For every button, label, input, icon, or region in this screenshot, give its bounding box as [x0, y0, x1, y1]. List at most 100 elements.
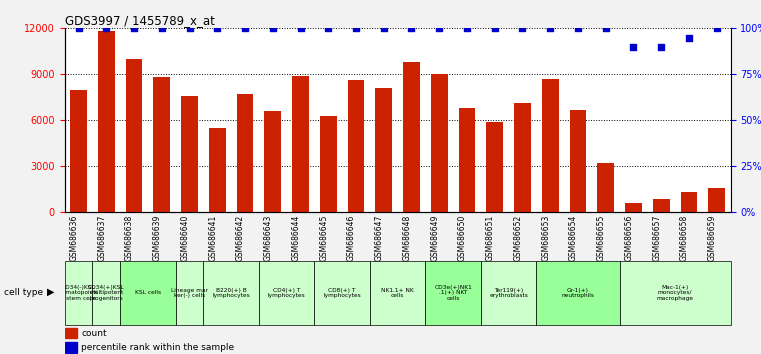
Text: CD34(+)KSL
multipotent
progenitors: CD34(+)KSL multipotent progenitors: [88, 285, 125, 301]
Bar: [92, 261, 120, 325]
Point: [489, 25, 501, 31]
Text: GSM686636: GSM686636: [69, 215, 78, 261]
Text: GSM686643: GSM686643: [264, 215, 272, 261]
Point: [183, 25, 196, 31]
Bar: [708, 188, 725, 212]
Bar: [237, 94, 253, 212]
Bar: [625, 203, 642, 212]
Bar: [65, 342, 77, 353]
Bar: [537, 261, 619, 325]
Text: CD8(+) T
lymphocytes: CD8(+) T lymphocytes: [323, 287, 361, 298]
Point: [433, 25, 445, 31]
Text: GSM686647: GSM686647: [374, 215, 384, 261]
Point: [156, 25, 168, 31]
Text: GDS3997 / 1455789_x_at: GDS3997 / 1455789_x_at: [65, 14, 215, 27]
Bar: [176, 261, 203, 325]
Bar: [570, 110, 586, 212]
Text: GSM686649: GSM686649: [430, 215, 439, 261]
Point: [655, 44, 667, 50]
Text: GSM686654: GSM686654: [569, 215, 578, 261]
Text: Lineage mar
ker(-) cells: Lineage mar ker(-) cells: [171, 287, 208, 298]
Bar: [542, 79, 559, 212]
Point: [72, 25, 84, 31]
Bar: [370, 261, 425, 325]
Bar: [203, 261, 259, 325]
Bar: [653, 199, 670, 212]
Text: GSM686650: GSM686650: [458, 215, 467, 261]
Point: [295, 25, 307, 31]
Text: B220(+) B
lymphocytes: B220(+) B lymphocytes: [212, 287, 250, 298]
Point: [322, 25, 334, 31]
Text: GSM686645: GSM686645: [320, 215, 328, 261]
Bar: [431, 74, 447, 212]
Bar: [320, 116, 336, 212]
Text: GSM686641: GSM686641: [209, 215, 218, 261]
Bar: [348, 80, 365, 212]
Bar: [181, 96, 198, 212]
Text: GSM686659: GSM686659: [708, 215, 717, 261]
Bar: [486, 122, 503, 212]
Bar: [126, 59, 142, 212]
Bar: [292, 76, 309, 212]
Text: GSM686655: GSM686655: [597, 215, 606, 261]
Point: [100, 25, 113, 31]
Bar: [98, 32, 115, 212]
Text: cell type: cell type: [4, 287, 43, 297]
Point: [406, 25, 418, 31]
Text: GSM686642: GSM686642: [236, 215, 245, 261]
Bar: [619, 261, 731, 325]
Text: ▶: ▶: [47, 287, 55, 297]
Bar: [514, 103, 531, 212]
Point: [627, 44, 639, 50]
Bar: [154, 78, 170, 212]
Bar: [259, 261, 314, 325]
Text: GSM686656: GSM686656: [625, 215, 633, 261]
Text: GSM686657: GSM686657: [652, 215, 661, 261]
Text: KSL cells: KSL cells: [135, 290, 161, 296]
Text: GSM686639: GSM686639: [153, 215, 162, 261]
Bar: [65, 261, 92, 325]
Point: [711, 25, 723, 31]
Text: GSM686652: GSM686652: [514, 215, 523, 261]
Text: GSM686637: GSM686637: [97, 215, 107, 261]
Text: GSM686640: GSM686640: [180, 215, 189, 261]
Text: GSM686651: GSM686651: [486, 215, 495, 261]
Bar: [120, 261, 176, 325]
Point: [544, 25, 556, 31]
Text: GSM686653: GSM686653: [541, 215, 550, 261]
Bar: [481, 261, 537, 325]
Point: [212, 25, 224, 31]
Point: [239, 25, 251, 31]
Text: CD34(-)KSL
hematopoieti
c stem cells: CD34(-)KSL hematopoieti c stem cells: [59, 285, 98, 301]
Point: [128, 25, 140, 31]
Bar: [459, 108, 476, 212]
Text: Ter119(+)
erythroblasts: Ter119(+) erythroblasts: [489, 287, 528, 298]
Bar: [265, 111, 281, 212]
Bar: [314, 261, 370, 325]
Bar: [209, 128, 225, 212]
Text: GSM686638: GSM686638: [125, 215, 134, 261]
Bar: [680, 193, 697, 212]
Point: [350, 25, 362, 31]
Bar: [425, 261, 481, 325]
Bar: [70, 90, 87, 212]
Point: [517, 25, 529, 31]
Text: count: count: [81, 329, 107, 338]
Point: [377, 25, 390, 31]
Point: [266, 25, 279, 31]
Text: Mac-1(+)
monocytes/
macrophage: Mac-1(+) monocytes/ macrophage: [657, 285, 693, 301]
Point: [683, 35, 695, 40]
Bar: [597, 163, 614, 212]
Bar: [65, 328, 77, 338]
Text: Gr-1(+)
neutrophils: Gr-1(+) neutrophils: [562, 287, 594, 298]
Text: NK1.1+ NK
cells: NK1.1+ NK cells: [381, 287, 414, 298]
Text: GSM686658: GSM686658: [680, 215, 689, 261]
Text: CD4(+) T
lymphocytes: CD4(+) T lymphocytes: [268, 287, 305, 298]
Text: GSM686646: GSM686646: [347, 215, 356, 261]
Text: GSM686644: GSM686644: [291, 215, 301, 261]
Point: [572, 25, 584, 31]
Bar: [375, 88, 392, 212]
Text: CD3e(+)NK1
.1(+) NKT
cells: CD3e(+)NK1 .1(+) NKT cells: [435, 285, 472, 301]
Bar: [403, 62, 420, 212]
Text: percentile rank within the sample: percentile rank within the sample: [81, 343, 234, 352]
